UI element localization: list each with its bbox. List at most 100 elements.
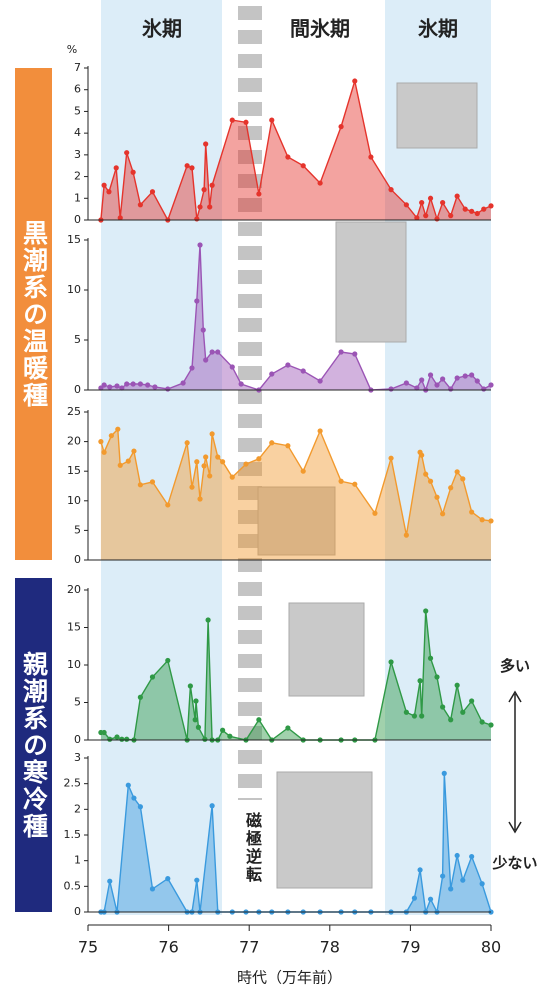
point: [256, 191, 262, 197]
point: [368, 154, 374, 160]
point: [165, 876, 171, 882]
point: [372, 510, 378, 516]
point: [388, 455, 394, 461]
point: [256, 717, 262, 723]
abundance-label: 多い: [499, 657, 530, 675]
point: [131, 795, 137, 801]
point: [317, 428, 323, 434]
point: [131, 448, 137, 454]
point: [149, 479, 156, 485]
point: [152, 384, 158, 390]
y-tick-label: 5: [74, 104, 81, 117]
point: [462, 206, 468, 212]
point: [205, 617, 211, 623]
point: [101, 182, 107, 188]
y-tick-label: 0: [74, 905, 81, 918]
y-tick-label: 1: [74, 191, 81, 204]
photo: [276, 771, 373, 889]
point: [419, 452, 425, 458]
point: [243, 461, 249, 467]
point: [454, 682, 460, 688]
point: [300, 468, 306, 474]
point: [411, 895, 418, 901]
point: [454, 375, 460, 381]
point: [417, 867, 423, 873]
point: [189, 365, 195, 371]
point: [434, 382, 440, 388]
point: [101, 449, 107, 455]
point: [488, 722, 494, 728]
point: [203, 454, 209, 460]
point: [115, 426, 121, 432]
y-tick-label: 6: [74, 83, 81, 96]
point: [460, 877, 466, 883]
point: [194, 459, 200, 465]
point: [474, 378, 480, 384]
x-tick-label: 75: [78, 938, 98, 957]
period-label: 氷期: [418, 17, 458, 41]
point: [462, 373, 468, 379]
point: [427, 478, 434, 484]
y-tick-label: 0: [74, 733, 81, 746]
point: [285, 362, 291, 368]
y-tick-label: 15: [67, 233, 81, 246]
point: [124, 736, 130, 742]
point: [207, 473, 213, 479]
y-tick-label: 1: [74, 854, 81, 867]
point: [269, 117, 275, 123]
point: [403, 709, 409, 715]
point: [130, 381, 136, 387]
y-tick-label: 0: [74, 553, 81, 566]
point: [419, 200, 425, 206]
photo: [335, 221, 407, 343]
point: [202, 736, 208, 742]
point: [107, 736, 113, 742]
point: [427, 195, 434, 201]
point: [114, 734, 120, 740]
abundance-label: 少ない: [492, 854, 538, 872]
point: [201, 463, 207, 469]
point: [403, 202, 409, 208]
point: [137, 202, 143, 208]
point: [238, 381, 244, 387]
point: [165, 386, 171, 392]
point: [460, 476, 466, 482]
point: [440, 511, 446, 517]
point: [194, 216, 200, 222]
point: [423, 608, 429, 614]
point: [352, 351, 358, 357]
point: [469, 372, 475, 378]
point: [124, 381, 130, 387]
y-tick-label: 2: [74, 170, 81, 183]
y-tick-label: 1.5: [64, 828, 82, 841]
point: [215, 349, 221, 355]
point: [149, 189, 156, 195]
point: [269, 371, 275, 377]
reversal-label: 磁極逆転: [243, 812, 262, 884]
point: [269, 440, 275, 446]
point: [423, 471, 429, 477]
point: [203, 357, 209, 363]
point: [215, 454, 221, 460]
y-tick-label: 7: [74, 61, 81, 74]
point: [106, 189, 112, 195]
point: [195, 724, 202, 730]
y-tick-label: 10: [67, 494, 81, 507]
point: [481, 386, 487, 392]
point: [454, 193, 460, 199]
point: [220, 727, 226, 733]
point: [481, 206, 487, 212]
point: [285, 443, 291, 449]
point: [488, 382, 494, 388]
point: [403, 380, 409, 386]
point: [101, 729, 107, 736]
point: [229, 364, 235, 370]
point: [229, 474, 235, 480]
point: [448, 386, 454, 392]
point: [479, 719, 485, 725]
point: [454, 852, 460, 859]
point: [98, 439, 104, 445]
point: [193, 698, 199, 704]
point: [338, 349, 344, 355]
